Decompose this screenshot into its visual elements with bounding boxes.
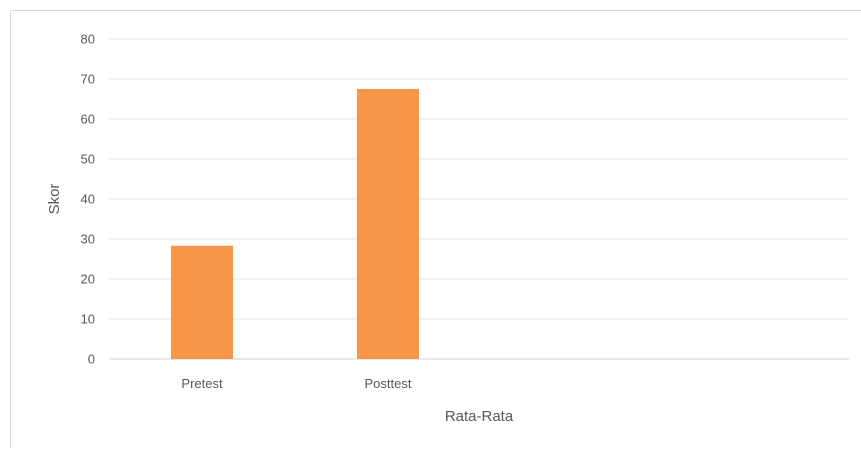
x-tick-label: Posttest [365, 376, 412, 391]
bars [171, 89, 419, 359]
y-tick-label: 40 [81, 192, 95, 207]
chart-area: 0 10 20 30 40 50 60 70 80 Pretest Posttest Skor R… [10, 10, 861, 449]
bar-pretest [171, 245, 233, 359]
y-tick-label: 0 [88, 352, 95, 367]
x-tick-label: Pretest [181, 376, 223, 391]
bar-chart: 0 10 20 30 40 50 60 70 80 Pretest Posttest Skor R… [46, 32, 849, 425]
bar-posttest [357, 89, 419, 359]
y-tick-label: 30 [81, 232, 95, 247]
y-tick-label: 50 [81, 152, 95, 167]
y-tick-label: 20 [81, 272, 95, 287]
y-tick-label: 10 [81, 312, 95, 327]
x-axis-ticks: Pretest Posttest [181, 376, 411, 391]
y-tick-label: 60 [81, 112, 95, 127]
y-tick-label: 80 [81, 32, 95, 47]
y-axis-title: Skor [46, 184, 63, 215]
x-axis-title: Rata-Rata [445, 408, 514, 425]
y-axis-ticks: 0 10 20 30 40 50 60 70 80 [81, 32, 95, 367]
y-tick-label: 70 [81, 72, 95, 87]
